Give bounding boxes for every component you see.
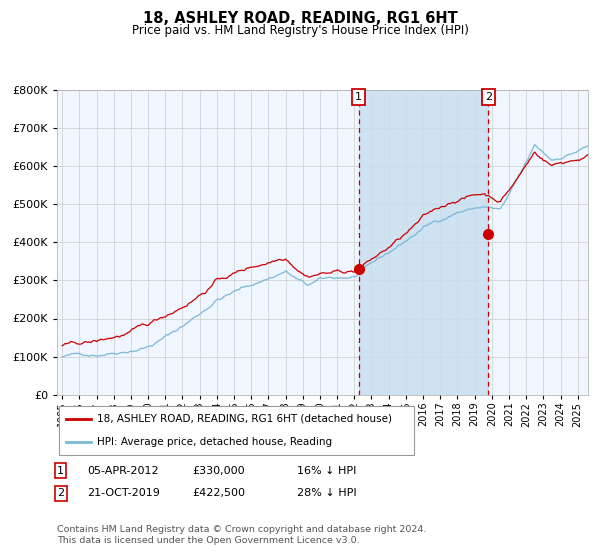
Bar <box>359 90 488 395</box>
Text: HPI: Average price, detached house, Reading: HPI: Average price, detached house, Read… <box>97 437 332 447</box>
Text: 16% ↓ HPI: 16% ↓ HPI <box>297 466 356 476</box>
Text: 18, ASHLEY ROAD, READING, RG1 6HT: 18, ASHLEY ROAD, READING, RG1 6HT <box>143 11 457 26</box>
Text: Price paid vs. HM Land Registry's House Price Index (HPI): Price paid vs. HM Land Registry's House … <box>131 24 469 36</box>
Text: Contains HM Land Registry data © Crown copyright and database right 2024.: Contains HM Land Registry data © Crown c… <box>57 525 427 534</box>
Text: 2: 2 <box>57 488 64 498</box>
Text: 18, ASHLEY ROAD, READING, RG1 6HT (detached house): 18, ASHLEY ROAD, READING, RG1 6HT (detac… <box>97 414 392 424</box>
Text: £330,000: £330,000 <box>192 466 245 476</box>
Text: 1: 1 <box>57 466 64 476</box>
Text: 21-OCT-2019: 21-OCT-2019 <box>87 488 160 498</box>
FancyBboxPatch shape <box>59 406 415 455</box>
Text: £422,500: £422,500 <box>192 488 245 498</box>
Text: 05-APR-2012: 05-APR-2012 <box>87 466 158 476</box>
Text: 2: 2 <box>485 92 492 102</box>
Text: 28% ↓ HPI: 28% ↓ HPI <box>297 488 356 498</box>
Text: This data is licensed under the Open Government Licence v3.0.: This data is licensed under the Open Gov… <box>57 536 359 545</box>
Text: 1: 1 <box>355 92 362 102</box>
